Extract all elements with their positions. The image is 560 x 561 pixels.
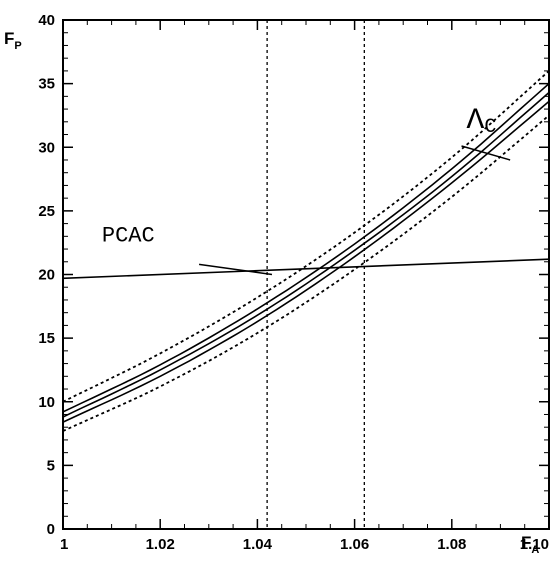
x-tick-label: 1.08	[437, 536, 466, 553]
series-line-2	[62, 91, 550, 418]
x-tick-label: 1	[60, 536, 68, 553]
x-axis-title-sub: A	[531, 544, 539, 556]
series-line-3	[62, 100, 550, 423]
annotations: PCAC ΛC	[102, 104, 511, 276]
y-tick-label: 25	[38, 203, 55, 220]
axes	[62, 19, 550, 530]
y-tick-label: 35	[38, 76, 55, 93]
y-tick-label: 0	[47, 521, 55, 538]
y-tick-label: 40	[38, 12, 55, 29]
annotation-label: PCAC	[102, 223, 155, 248]
y-tick-label: 5	[47, 457, 55, 474]
y-tick-label: 20	[38, 267, 55, 284]
annotation-label: ΛC	[466, 104, 496, 139]
y-tick-label: 15	[38, 330, 55, 347]
y-tick-label: 30	[38, 139, 55, 156]
series-line-5	[62, 258, 550, 280]
y-axis-title-sub: P	[14, 40, 21, 52]
series-line-0	[62, 70, 550, 403]
annotation-pointer	[461, 145, 511, 161]
plot-frame	[62, 19, 550, 530]
series-line-1	[62, 83, 550, 413]
y-tick-label: 10	[38, 394, 55, 411]
series-line-4	[62, 114, 550, 432]
x-tick-label: 1.10	[520, 536, 549, 553]
x-axis-title: FA	[521, 533, 539, 556]
guides	[266, 20, 365, 529]
ticks: 0 5 10 15 20 25 30 35 40 1 1.02 1.04 1.06 1.08 1.10	[38, 12, 550, 553]
y-axis-title: FP	[4, 29, 22, 52]
x-tick-label: 1.04	[243, 536, 273, 553]
annotation-pointer	[198, 263, 273, 276]
x-tick-label: 1.06	[340, 536, 369, 553]
series	[62, 70, 550, 432]
x-tick-label: 1.02	[146, 536, 175, 553]
